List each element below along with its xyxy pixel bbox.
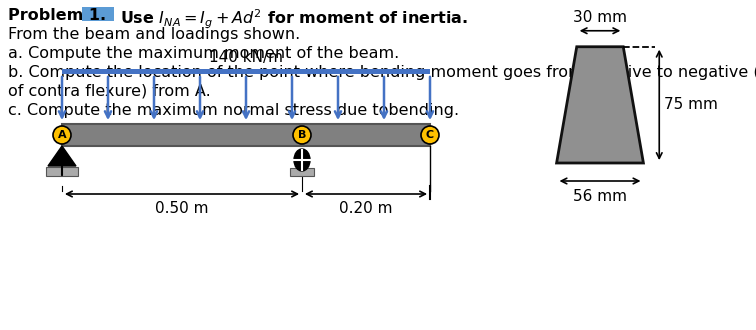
Text: Problem 1.: Problem 1. [8, 8, 106, 23]
Text: of contra flexure) from A.: of contra flexure) from A. [8, 84, 211, 99]
Polygon shape [556, 47, 643, 163]
Circle shape [421, 126, 439, 144]
Text: A: A [57, 130, 67, 140]
Text: 140 kN/m: 140 kN/m [209, 50, 283, 65]
Text: 0.20 m: 0.20 m [339, 201, 393, 216]
Circle shape [293, 126, 311, 144]
FancyBboxPatch shape [82, 7, 114, 21]
Text: 0.50 m: 0.50 m [155, 201, 209, 216]
Text: 56 mm: 56 mm [573, 189, 627, 204]
Text: Use $I_{NA} = I_g + Ad^2$ for moment of inertia.: Use $I_{NA} = I_g + Ad^2$ for moment of … [120, 8, 468, 31]
Text: B: B [298, 130, 306, 140]
Text: C: C [426, 130, 434, 140]
Ellipse shape [294, 149, 310, 171]
Bar [62, 124, 430, 146]
Polygon shape [48, 146, 76, 166]
Circle shape [53, 126, 71, 144]
Text: From the beam and loadings shown.: From the beam and loadings shown. [8, 27, 300, 42]
Text: a. Compute the maximum moment of the beam.: a. Compute the maximum moment of the bea… [8, 46, 399, 61]
Text: 30 mm: 30 mm [573, 10, 627, 25]
Text: b. Compute the location of the point where bending moment goes from positive to : b. Compute the location of the point whe… [8, 65, 756, 80]
Text: 75 mm: 75 mm [665, 97, 718, 113]
Bar [46, 167, 78, 176]
Text: c. Compute the maximum normal stress due tobending.: c. Compute the maximum normal stress due… [8, 103, 459, 118]
Bar [290, 168, 314, 176]
Bar [62, 69, 430, 74]
